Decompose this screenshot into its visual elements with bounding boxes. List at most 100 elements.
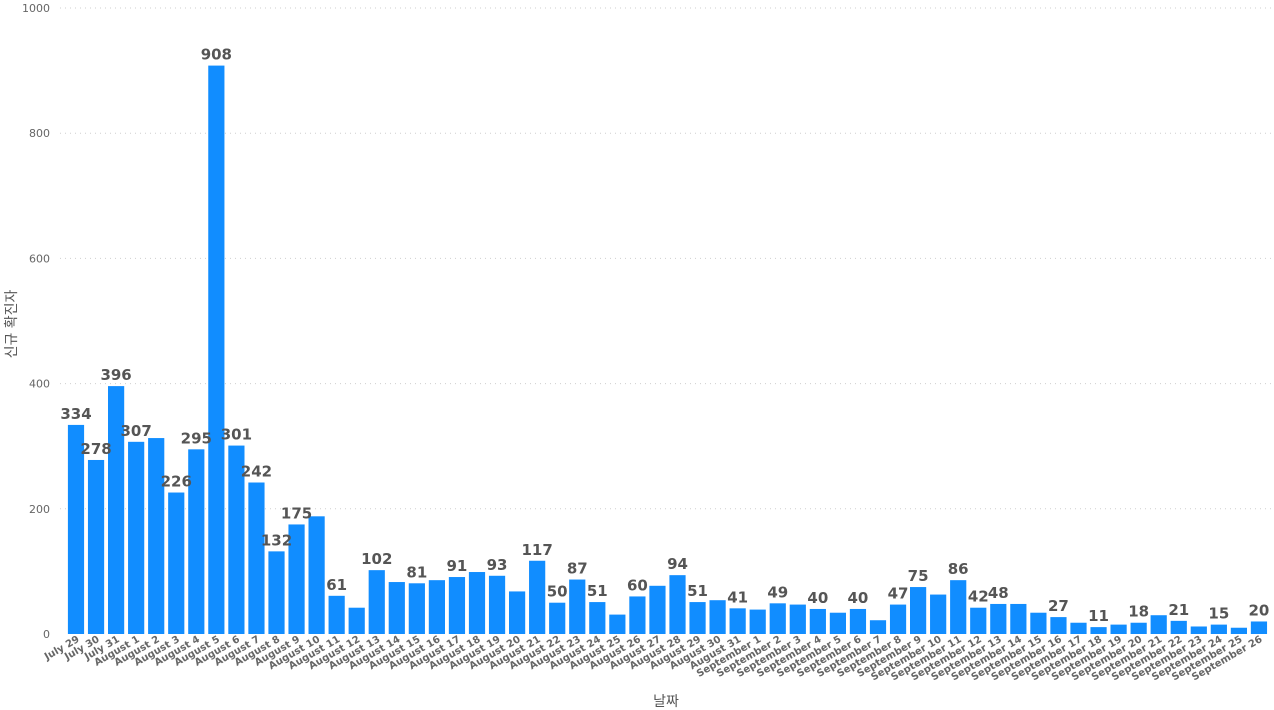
bar <box>468 572 486 634</box>
bars <box>67 65 1268 635</box>
bar <box>268 551 285 634</box>
x-axis-title: 날짜 <box>653 694 679 710</box>
bar <box>990 603 1007 634</box>
bar <box>248 482 265 634</box>
bar <box>348 607 365 634</box>
bar <box>1230 627 1247 634</box>
bar <box>809 608 826 634</box>
bar <box>1170 620 1187 634</box>
y-tick-label: 200 <box>29 503 50 516</box>
bar <box>749 609 766 634</box>
bar <box>168 492 185 634</box>
data-label: 175 <box>281 504 312 522</box>
bar <box>1030 612 1047 634</box>
data-label: 102 <box>361 550 392 568</box>
bar <box>1130 622 1147 634</box>
data-label: 48 <box>988 584 1009 602</box>
data-label: 11 <box>1088 607 1109 625</box>
bar <box>388 582 405 634</box>
data-label: 61 <box>326 576 347 594</box>
data-label: 49 <box>767 583 788 601</box>
bar <box>1110 624 1127 634</box>
bar <box>769 603 786 634</box>
bar <box>108 386 125 634</box>
y-tick-label: 600 <box>29 252 50 265</box>
bar <box>889 604 907 634</box>
bar <box>829 612 846 634</box>
y-axis-title: 신규 확진자 <box>4 289 20 358</box>
data-label: 93 <box>487 556 508 574</box>
bar <box>589 602 606 634</box>
bar <box>529 560 546 634</box>
bar <box>368 570 385 634</box>
y-tick-label: 1000 <box>22 2 50 15</box>
data-label: 75 <box>908 567 929 585</box>
bar <box>649 585 666 634</box>
y-tick-label: 400 <box>29 378 50 391</box>
bar <box>509 591 526 634</box>
bar <box>609 614 626 634</box>
y-axis-ticks: 0 200 400 600 800 1000 <box>22 2 50 641</box>
data-label: 47 <box>888 585 909 603</box>
bar <box>1210 624 1227 634</box>
bar <box>328 595 345 634</box>
data-label: 242 <box>241 463 272 481</box>
data-label: 91 <box>447 557 468 575</box>
y-tick-label: 0 <box>43 628 50 641</box>
data-label: 18 <box>1128 603 1149 621</box>
data-label: 295 <box>181 429 212 447</box>
bar <box>1070 622 1087 634</box>
bar <box>1090 627 1107 634</box>
data-label: 40 <box>807 589 828 607</box>
data-label: 226 <box>161 473 192 491</box>
bar <box>689 602 706 634</box>
bar <box>488 575 506 634</box>
bar <box>87 459 105 634</box>
bar <box>849 608 867 634</box>
data-label: 42 <box>968 588 989 606</box>
y-tick-label: 800 <box>29 127 50 140</box>
data-labels: 334 278 396 307 226 295 908 301 242 132 175 61 102 81… <box>60 46 1269 626</box>
bar <box>930 594 947 634</box>
data-label: 908 <box>201 46 232 64</box>
data-label: 81 <box>406 563 427 581</box>
data-label: 94 <box>667 555 688 573</box>
data-label: 60 <box>627 576 648 594</box>
bar <box>188 449 205 634</box>
data-label: 15 <box>1208 605 1229 623</box>
bar <box>1190 626 1207 634</box>
bar <box>869 620 887 634</box>
data-label: 50 <box>547 583 568 601</box>
bar <box>228 445 245 634</box>
bar <box>408 583 425 634</box>
data-label: 396 <box>100 366 131 384</box>
data-label: 307 <box>120 422 151 440</box>
bar <box>1150 615 1167 634</box>
bar <box>428 580 445 634</box>
bar <box>669 575 686 634</box>
bar <box>970 607 987 634</box>
bar <box>569 579 586 634</box>
data-label: 27 <box>1048 597 1069 615</box>
data-label: 41 <box>727 588 748 606</box>
bar <box>709 600 726 634</box>
data-label: 21 <box>1168 601 1189 619</box>
bar <box>789 604 806 634</box>
bar <box>308 516 325 634</box>
bar <box>1050 617 1067 634</box>
data-label: 86 <box>948 560 969 578</box>
data-label: 51 <box>587 582 608 600</box>
data-label: 301 <box>221 426 252 444</box>
bar <box>950 580 967 634</box>
data-label: 20 <box>1249 601 1270 619</box>
bar <box>208 65 225 635</box>
bar <box>148 438 165 634</box>
data-label: 117 <box>521 541 552 559</box>
data-label: 278 <box>80 440 111 458</box>
data-label: 51 <box>687 582 708 600</box>
bar <box>629 596 646 634</box>
bar <box>288 524 305 634</box>
bar <box>549 602 566 634</box>
